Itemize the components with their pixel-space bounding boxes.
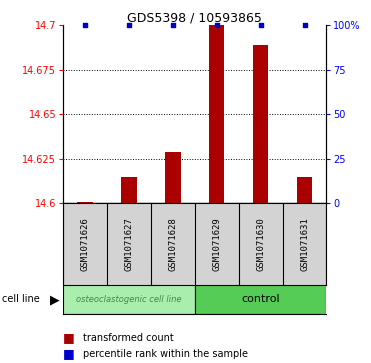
Bar: [297, 176, 312, 203]
Bar: [165, 152, 181, 203]
Text: osteoclastogenic cell line: osteoclastogenic cell line: [76, 295, 182, 304]
Text: GSM1071629: GSM1071629: [212, 217, 221, 271]
Point: [170, 23, 176, 28]
Text: percentile rank within the sample: percentile rank within the sample: [83, 349, 249, 359]
Text: transformed count: transformed count: [83, 333, 174, 343]
Point: [214, 23, 220, 28]
Text: GSM1071628: GSM1071628: [168, 217, 177, 271]
Text: ■: ■: [63, 331, 75, 344]
Point: [82, 23, 88, 28]
Text: cell line: cell line: [2, 294, 40, 305]
Text: GSM1071626: GSM1071626: [81, 217, 89, 271]
Bar: [77, 201, 93, 203]
Bar: [63, 285, 195, 314]
Point: [302, 23, 308, 28]
Text: ■: ■: [63, 347, 75, 360]
Title: GDS5398 / 10593865: GDS5398 / 10593865: [127, 11, 262, 24]
Text: GSM1071631: GSM1071631: [300, 217, 309, 271]
Text: GSM1071627: GSM1071627: [124, 217, 134, 271]
Text: control: control: [241, 294, 280, 305]
Bar: [209, 25, 224, 203]
Bar: [121, 176, 137, 203]
Point: [258, 23, 264, 28]
Point: [126, 23, 132, 28]
Text: ▶: ▶: [50, 293, 60, 306]
Bar: [253, 45, 268, 203]
Text: GSM1071630: GSM1071630: [256, 217, 265, 271]
Bar: [195, 285, 326, 314]
